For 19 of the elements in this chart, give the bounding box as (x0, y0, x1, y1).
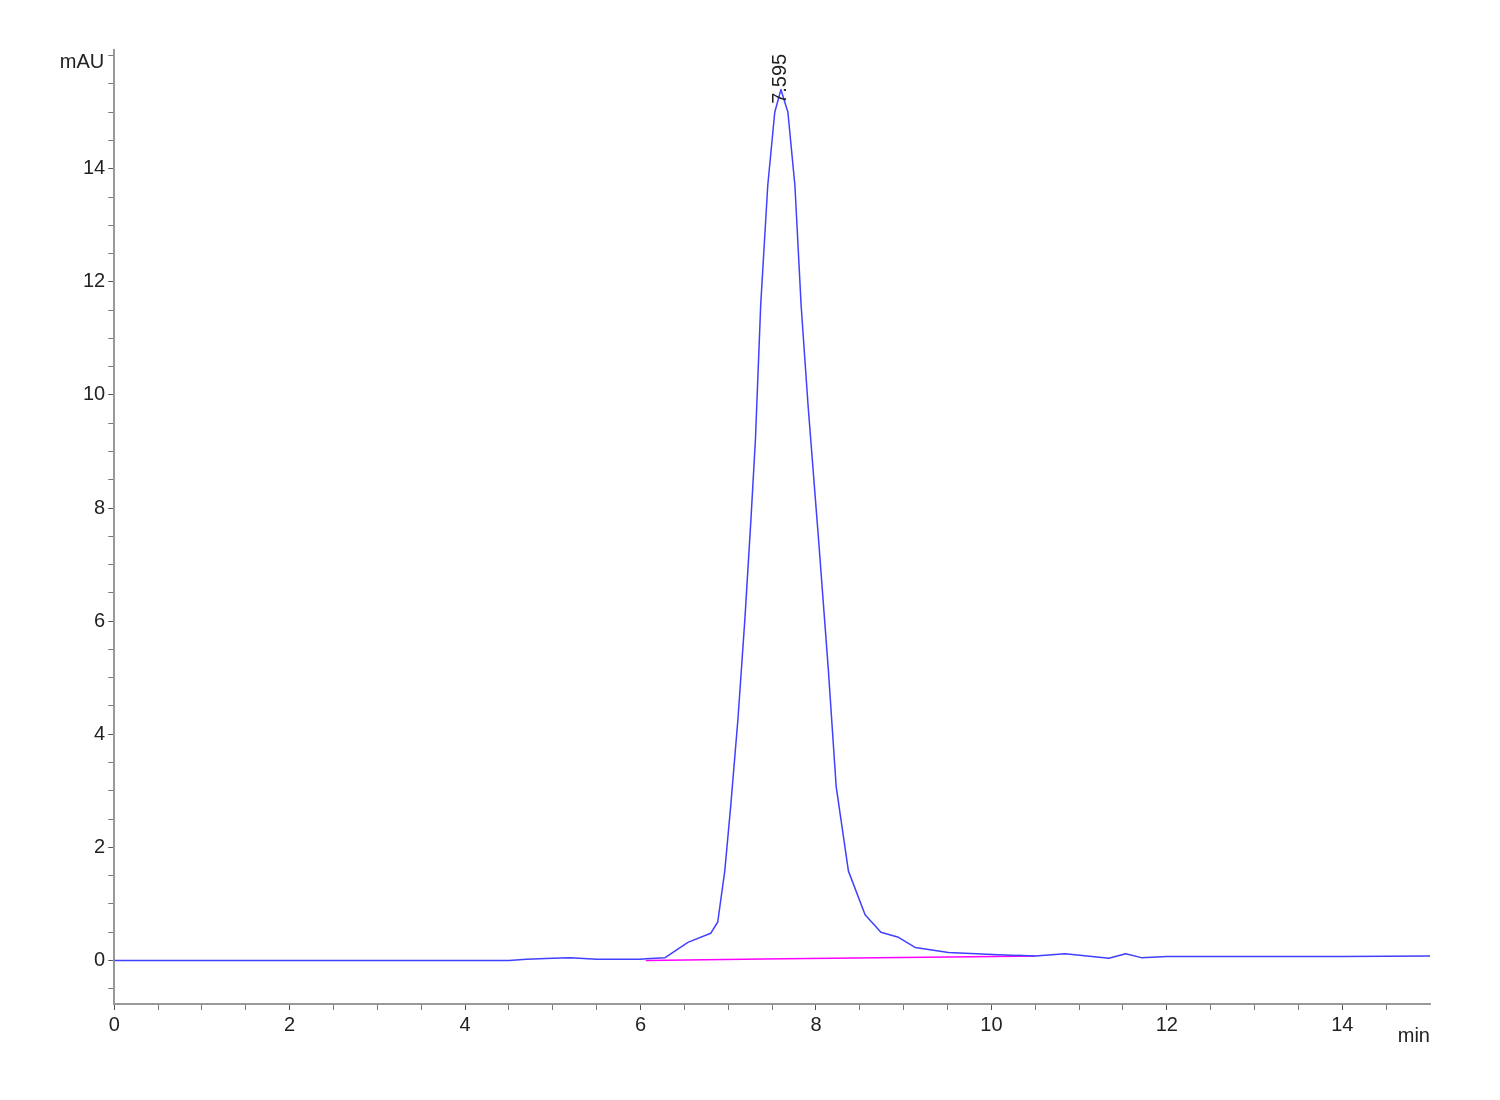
y-axis-title: mAU (59, 49, 105, 72)
annotation: 7.595 (767, 53, 790, 104)
x-tick-label: 2 (284, 1012, 296, 1035)
y-tick-label: 8 (94, 495, 106, 518)
x-tick-label: 14 (1331, 1012, 1354, 1035)
y-tick-label: 6 (94, 608, 106, 631)
x-tick-label: 4 (459, 1012, 471, 1035)
y-tick-label: 10 (83, 382, 106, 405)
x-tick-label: 12 (1155, 1012, 1178, 1035)
y-tick-label: 12 (83, 269, 106, 292)
y-tick-label: 14 (83, 156, 106, 179)
x-tick-label: 8 (810, 1012, 822, 1035)
x-tick-label: 10 (980, 1012, 1003, 1035)
x-axis-title: min (1397, 1023, 1430, 1046)
y-tick-label: 2 (94, 834, 106, 857)
y-tick-label: 0 (94, 947, 106, 970)
x-tick-label: 0 (108, 1012, 120, 1035)
y-tick-label: 4 (94, 721, 106, 744)
x-tick-label: 6 (634, 1012, 647, 1035)
